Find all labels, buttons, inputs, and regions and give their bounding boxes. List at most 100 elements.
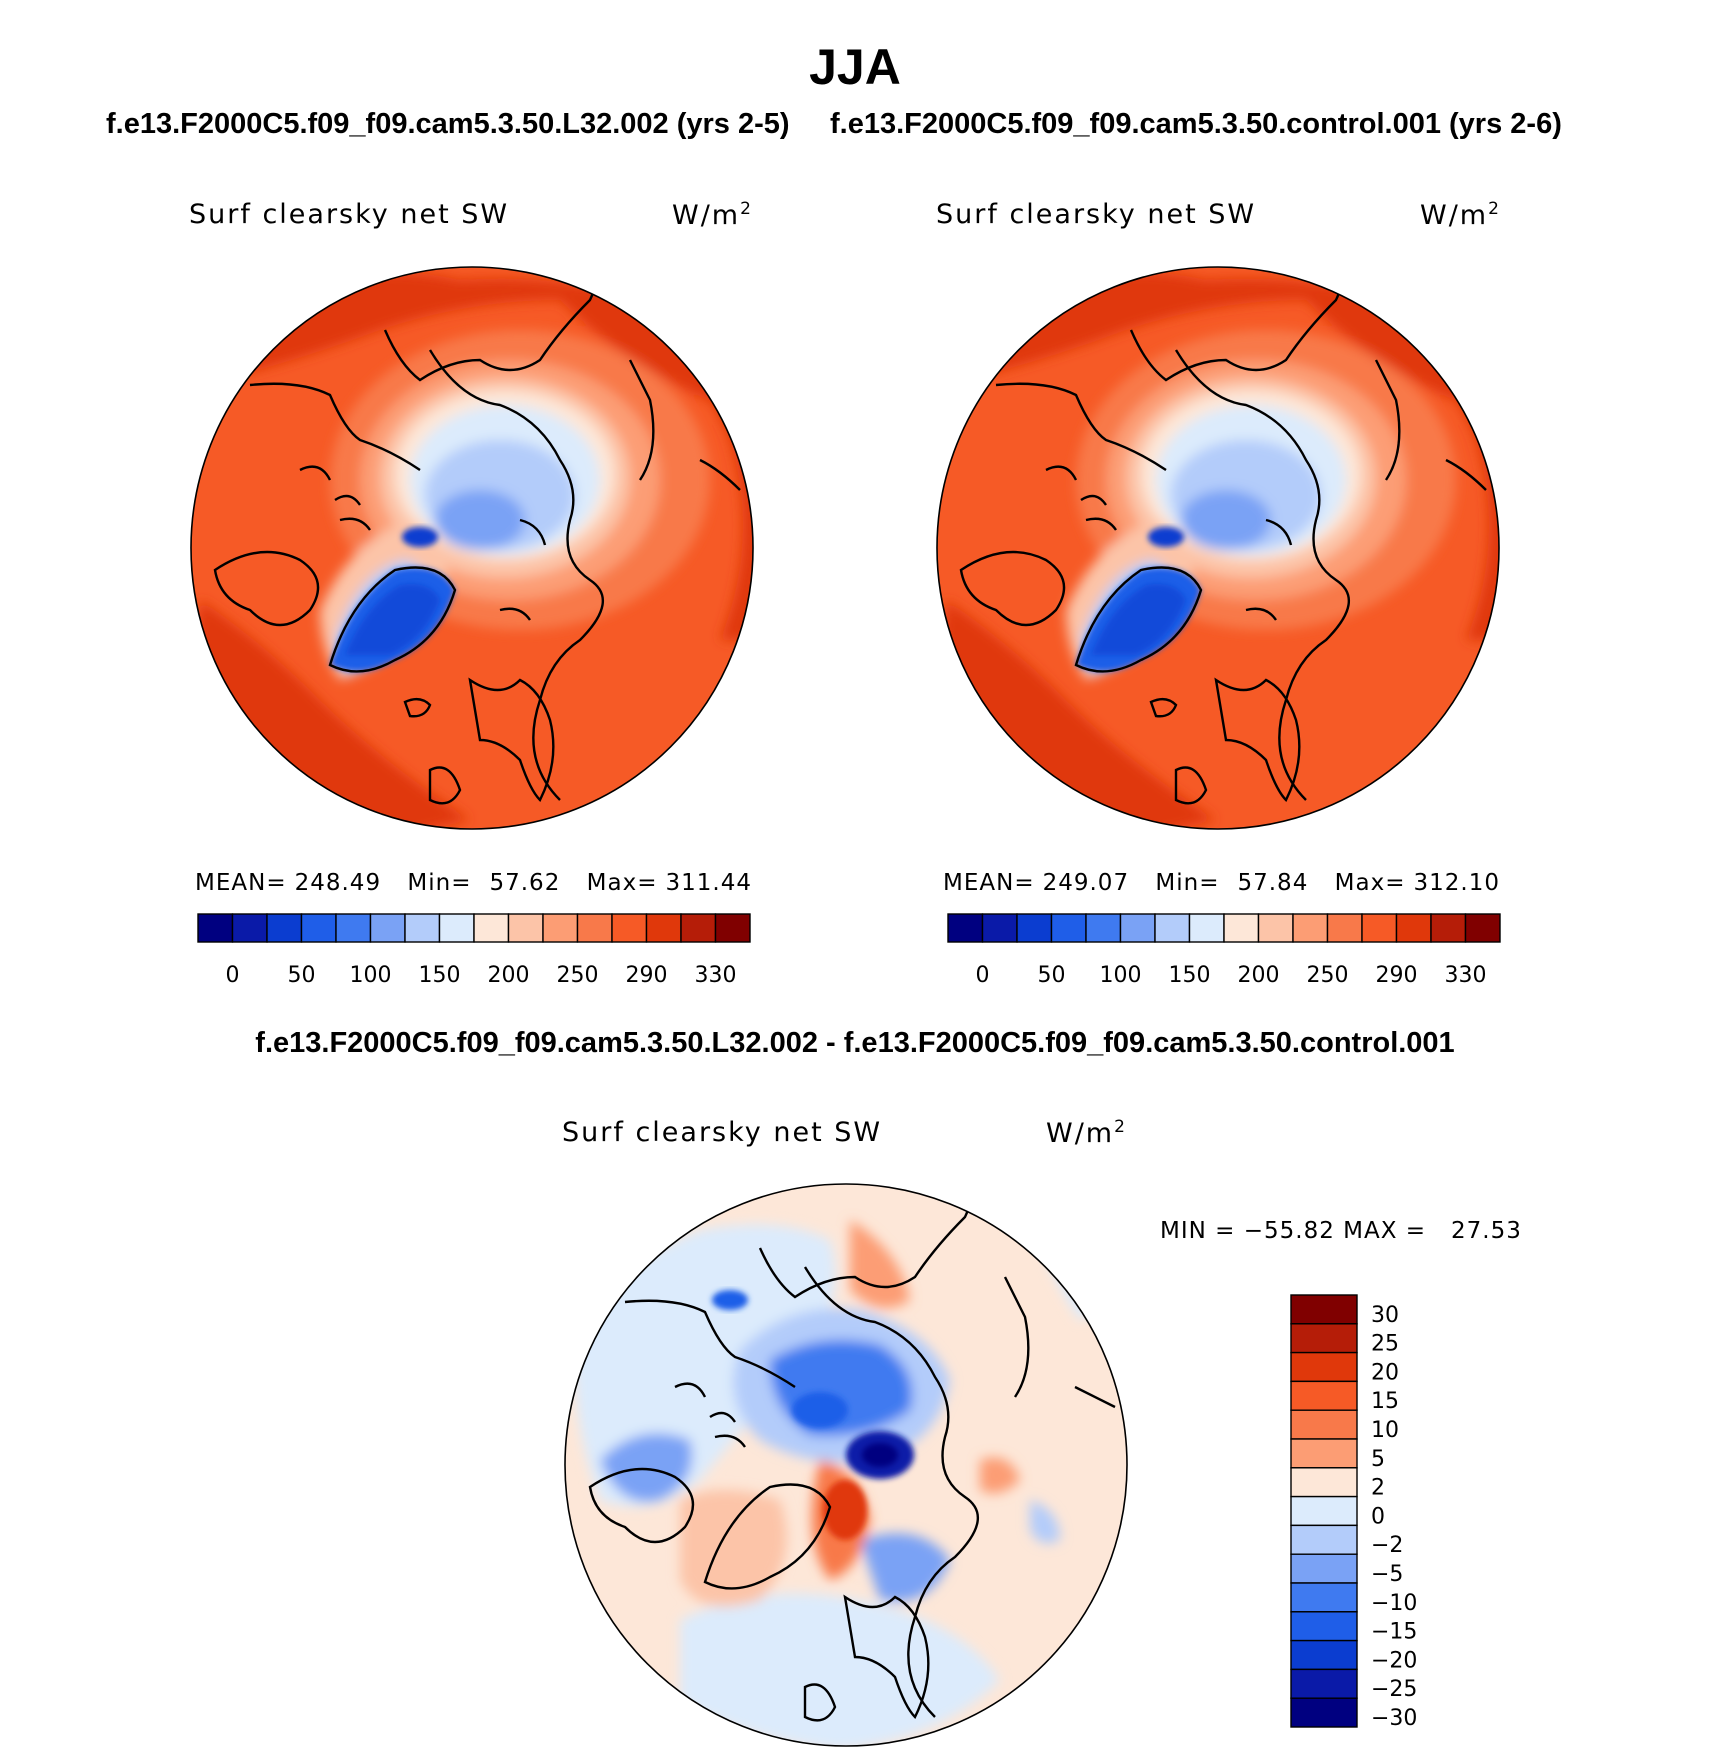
- colorbar1-swatch: [266, 913, 303, 943]
- colorbar3-tick-label: 0: [1371, 1504, 1385, 1529]
- colorbar2-swatch: [1119, 913, 1156, 943]
- colorbar3-swatch: [1290, 1380, 1358, 1411]
- colorbar1-tick-label: 50: [288, 963, 316, 988]
- panel2-mean: 249.07: [1042, 870, 1130, 896]
- colorbar-2: 0 50 100 150 200 250 290 330: [947, 913, 1501, 988]
- colorbar2-swatch: [981, 913, 1018, 943]
- colorbar1-swatch: [473, 913, 510, 943]
- panel2-variable: Surf clearsky net SW: [936, 199, 1257, 230]
- colorbar2-swatch: [1395, 913, 1432, 943]
- colorbar1-swatch: [611, 913, 648, 943]
- colorbar2-swatch: [1464, 913, 1501, 943]
- map2-border: [936, 266, 1500, 830]
- colorbar2-tick-label: 100: [1100, 963, 1142, 988]
- colorbar2-swatch: [1326, 913, 1363, 943]
- colorbar2-swatch: [1154, 913, 1191, 943]
- panel2-min: 57.84: [1237, 870, 1309, 896]
- colorbar2-swatch: [1292, 913, 1329, 943]
- colorbar2-tick-label: 150: [1169, 963, 1211, 988]
- colorbar1-swatch: [576, 913, 613, 943]
- colorbar1-swatch: [300, 913, 337, 943]
- colorbar3-tick-label: −15: [1371, 1620, 1417, 1645]
- colorbar1-swatch: [680, 913, 717, 943]
- colorbar2-swatch: [1361, 913, 1398, 943]
- map3: [565, 1184, 1127, 1746]
- colorbar1-tick-label: 200: [488, 963, 530, 988]
- case2-title: f.e13.F2000C5.f09_f09.cam5.3.50.control.…: [830, 108, 1562, 140]
- colorbar1-swatch: [438, 913, 475, 943]
- colorbar3-tick-label: 5: [1371, 1447, 1385, 1472]
- colorbar3-swatch: [1290, 1323, 1358, 1354]
- colorbar1-tick-label: 330: [695, 963, 737, 988]
- map3-border: [564, 1183, 1128, 1747]
- colorbar1-tick-label: 0: [226, 963, 240, 988]
- colorbar3-swatch: [1290, 1294, 1358, 1325]
- colorbar1-swatch: [335, 913, 372, 943]
- colorbar3-swatch: [1290, 1351, 1358, 1383]
- colorbar2-swatch: [1257, 913, 1294, 943]
- colorbar2-swatch: [1050, 913, 1087, 943]
- colorbar-1: 0 50 100 150 200 250 290 330: [197, 913, 751, 988]
- colorbar3-tick-label: 20: [1371, 1360, 1399, 1385]
- colorbar3-swatch: [1290, 1495, 1358, 1527]
- colorbar3-swatch: [1290, 1438, 1358, 1469]
- colorbar1-tick-label: 100: [350, 963, 392, 988]
- colorbar2-swatch: [1430, 913, 1467, 943]
- colorbar3-swatch: [1290, 1467, 1358, 1498]
- case1-title: f.e13.F2000C5.f09_f09.cam5.3.50.L32.002 …: [106, 108, 790, 140]
- panel2-units: W/m2: [1420, 199, 1499, 231]
- colorbar3-swatch: [1290, 1409, 1358, 1440]
- panel3-variable: Surf clearsky net SW: [562, 1117, 883, 1148]
- colorbar1-swatch: [542, 913, 579, 943]
- colorbar3-tick-label: 15: [1371, 1389, 1399, 1414]
- colorbar1-swatch: [404, 913, 441, 943]
- colorbar2-tick-label: 250: [1307, 963, 1349, 988]
- colorbar3-swatch: [1290, 1697, 1358, 1728]
- colorbar1-swatch: [369, 913, 406, 943]
- colorbar2-tick-label: 330: [1445, 963, 1487, 988]
- colorbar2-swatch: [1085, 913, 1122, 943]
- colorbar1-tick-label: 290: [626, 963, 668, 988]
- colorbar1-swatch: [197, 913, 234, 943]
- colorbar3-swatch: [1290, 1611, 1358, 1642]
- difference-title: f.e13.F2000C5.f09_f09.cam5.3.50.L32.002 …: [255, 1027, 1455, 1059]
- colorbar1-swatch: [714, 913, 751, 943]
- map1: [191, 267, 753, 829]
- colorbar3-swatch: [1290, 1668, 1358, 1699]
- panel1-mean: 248.49: [294, 870, 382, 896]
- map1-border: [190, 266, 754, 830]
- colorbar2-swatch: [947, 913, 984, 943]
- colorbar2-tick-label: 290: [1376, 963, 1418, 988]
- panel3-minmax: MIN = −55.82 MAX = 27.53: [1160, 1218, 1522, 1244]
- colorbar2-swatch: [1188, 913, 1225, 943]
- colorbar1-swatch: [231, 913, 268, 943]
- panel2-max: 312.10: [1413, 870, 1500, 896]
- colorbar2-tick-label: 50: [1038, 963, 1066, 988]
- colorbar3-swatch: [1290, 1524, 1358, 1555]
- colorbar2-swatch: [1016, 913, 1053, 943]
- colorbar3-tick-label: −20: [1371, 1648, 1417, 1673]
- panel3-units: W/m2: [1046, 1117, 1125, 1149]
- colorbar3-tick-label: 25: [1371, 1332, 1399, 1357]
- panel1-min: 57.62: [489, 870, 561, 896]
- figure-title: JJA: [809, 39, 901, 95]
- colorbar3-tick-label: −30: [1371, 1706, 1417, 1731]
- colorbar2-tick-label: 0: [976, 963, 990, 988]
- colorbar3-tick-label: 10: [1371, 1418, 1399, 1443]
- panel1-max: 311.44: [665, 870, 752, 896]
- colorbar3-swatch: [1290, 1582, 1358, 1613]
- colorbar1-swatch: [645, 913, 682, 943]
- colorbar2-tick-label: 200: [1238, 963, 1280, 988]
- colorbar3-swatch: [1290, 1553, 1358, 1584]
- colorbar1-swatch: [507, 913, 544, 943]
- colorbar3-tick-label: −2: [1371, 1533, 1403, 1558]
- colorbar3-tick-label: 2: [1371, 1476, 1385, 1501]
- panel1-units: W/m2: [672, 199, 751, 231]
- colorbar3-tick-label: −25: [1371, 1677, 1417, 1702]
- map2: [937, 267, 1499, 829]
- panel2-stats: MEAN= 249.07 Min= 57.84 Max= 312.10: [943, 870, 1500, 896]
- colorbar3-swatch: [1290, 1639, 1358, 1671]
- colorbar1-tick-label: 150: [419, 963, 461, 988]
- colorbar2-swatch: [1223, 913, 1260, 943]
